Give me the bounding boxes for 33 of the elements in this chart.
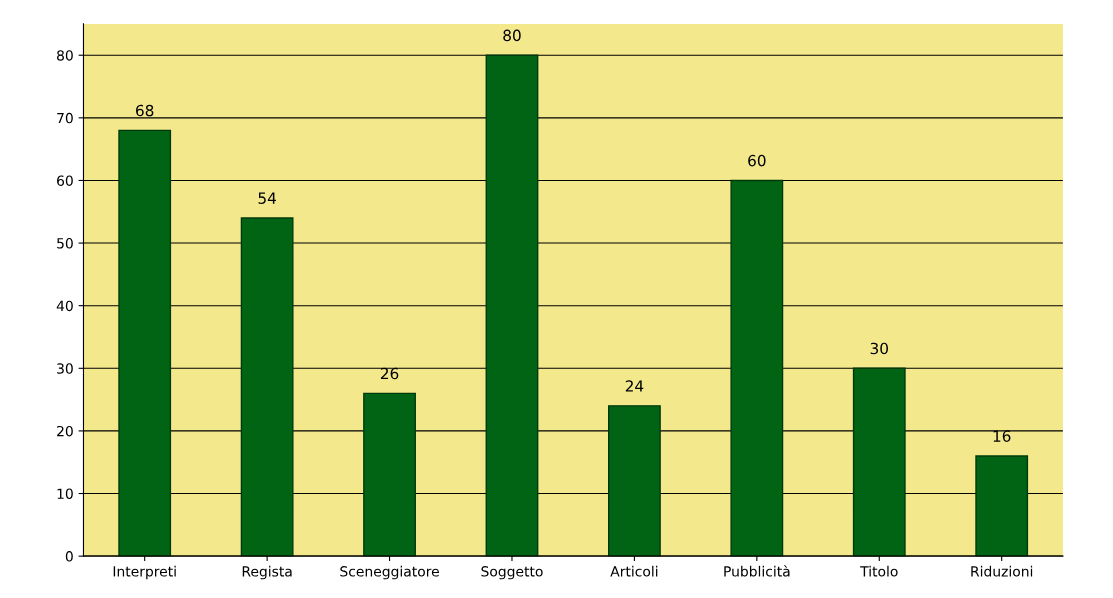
x-tick-label: Interpreti <box>113 565 176 580</box>
bar <box>118 129 172 557</box>
data-label: 60 <box>748 154 766 167</box>
data-label: 16 <box>993 430 1011 442</box>
y-tick-label: 50 <box>57 238 73 249</box>
bar <box>485 54 539 557</box>
y-tick-label: 80 <box>57 50 73 61</box>
data-label: 54 <box>258 192 276 204</box>
x-tick-label: Titolo <box>860 565 898 577</box>
x-tick-label: Articoli <box>610 565 658 577</box>
bar <box>240 217 294 557</box>
y-tick-label: 30 <box>57 363 73 374</box>
data-label: 24 <box>625 380 644 392</box>
bar <box>975 455 1029 557</box>
y-tick-label: 20 <box>57 425 73 437</box>
data-label: 80 <box>503 29 521 42</box>
bar <box>608 405 661 557</box>
x-tick-label: Soggetto <box>481 566 543 580</box>
y-tick-label: 60 <box>57 175 73 186</box>
bar <box>363 392 416 557</box>
x-tick-label: Sceneggiatore <box>340 565 439 580</box>
y-tick-label: 70 <box>57 112 73 124</box>
bar <box>852 367 906 557</box>
y-tick-label: 40 <box>56 300 73 312</box>
data-label: 26 <box>380 367 399 380</box>
x-tick-label: Regista <box>242 565 292 580</box>
x-tick-label: Riduzioni <box>971 565 1033 577</box>
data-label: 68 <box>136 104 154 117</box>
y-tick-label: 0 <box>65 551 73 562</box>
y-tick-label: 10 <box>57 488 73 499</box>
bar <box>730 179 784 557</box>
x-tick-label: Pubblicità <box>724 565 790 577</box>
data-label: 30 <box>870 342 888 355</box>
